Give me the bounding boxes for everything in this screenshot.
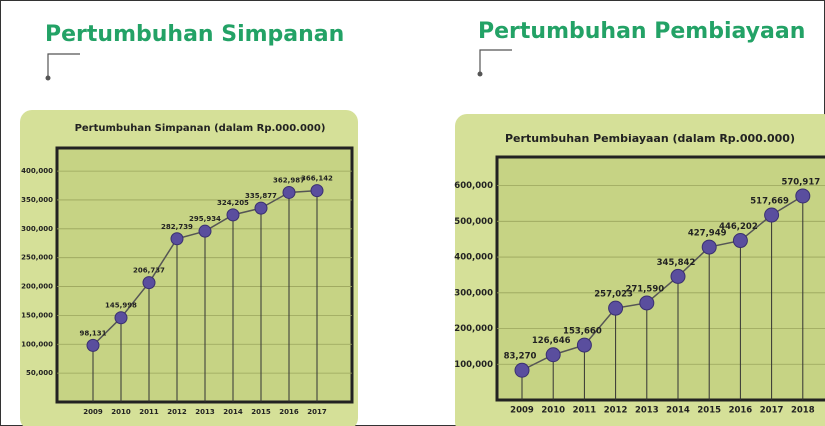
x-tick-label: 2010 (111, 408, 131, 416)
chart-title: Pertumbuhan Simpanan (dalam Rp.000.000) (75, 123, 326, 134)
point (577, 338, 591, 352)
value-label: 271,590 (625, 284, 664, 294)
x-tick-label: 2015 (697, 406, 721, 416)
point (115, 312, 127, 324)
point (765, 208, 779, 222)
y-tick-label: 200,000 (454, 324, 493, 334)
y-tick-label: 350,000 (21, 196, 53, 204)
plot-area (497, 157, 825, 400)
x-tick-label: 2017 (760, 406, 784, 416)
value-label: 98,131 (79, 329, 106, 337)
value-label: 366,142 (301, 175, 333, 183)
point (515, 363, 529, 377)
point (702, 240, 716, 254)
y-tick-label: 250,000 (21, 254, 53, 262)
section-heading: Pertumbuhan Pembiayaan (478, 19, 805, 44)
value-label: 295,934 (189, 215, 221, 223)
y-tick-label: 100,000 (21, 340, 53, 348)
point (87, 339, 99, 351)
y-tick-label: 300,000 (454, 288, 493, 298)
y-tick-label: 200,000 (21, 283, 53, 291)
x-tick-label: 2018 (791, 406, 815, 416)
point (255, 202, 267, 214)
x-tick-label: 2014 (223, 408, 243, 416)
x-tick-label: 2011 (573, 406, 597, 416)
point (311, 185, 323, 197)
x-tick-label: 2009 (510, 406, 534, 416)
point (671, 269, 685, 283)
value-label: 345,842 (657, 258, 696, 268)
x-tick-label: 2012 (604, 406, 628, 416)
y-tick-label: 100,000 (454, 360, 493, 370)
y-tick-label: 50,000 (26, 369, 53, 377)
page: Pertumbuhan Simpanan Pertumbuhan Pembiay… (0, 0, 825, 426)
value-label: 153,660 (563, 327, 602, 337)
decoration (478, 72, 483, 77)
screenshot: Pertumbuhan Simpanan Pertumbuhan Pembiay… (0, 0, 825, 426)
decoration (46, 76, 51, 81)
y-tick-label: 500,000 (454, 217, 493, 227)
x-tick-label: 2017 (307, 408, 327, 416)
point (227, 209, 239, 221)
x-tick-label: 2011 (139, 408, 159, 416)
y-tick-label: 150,000 (21, 311, 53, 319)
value-label: 282,739 (161, 223, 193, 231)
y-tick-label: 300,000 (21, 225, 53, 233)
point (609, 301, 623, 315)
x-tick-label: 2016 (729, 406, 753, 416)
value-label: 446,202 (719, 222, 758, 232)
value-label: 145,998 (105, 302, 137, 310)
point (143, 277, 155, 289)
point (199, 225, 211, 237)
x-tick-label: 2009 (83, 408, 103, 416)
value-label: 570,917 (781, 177, 820, 187)
value-label: 126,646 (532, 336, 571, 346)
y-tick-label: 400,000 (21, 167, 53, 175)
point (640, 296, 654, 310)
value-label: 206,737 (133, 267, 165, 275)
y-tick-label: 400,000 (454, 253, 493, 263)
x-tick-label: 2012 (167, 408, 187, 416)
chart-title: Pertumbuhan Pembiayaan (dalam Rp.000.000… (505, 132, 795, 145)
x-tick-label: 2016 (279, 408, 299, 416)
x-tick-label: 2010 (541, 406, 565, 416)
value-label: 83,270 (504, 352, 537, 362)
point (733, 234, 747, 248)
point (283, 186, 295, 198)
point (171, 233, 183, 245)
x-tick-label: 2015 (251, 408, 271, 416)
x-tick-label: 2014 (666, 406, 690, 416)
point (796, 189, 810, 203)
x-tick-label: 2013 (195, 408, 215, 416)
x-tick-label: 2013 (635, 406, 659, 416)
point (546, 348, 560, 362)
value-label: 335,877 (245, 192, 277, 200)
y-tick-label: 600,000 (454, 181, 493, 191)
value-label: 517,669 (750, 197, 789, 207)
section-heading: Pertumbuhan Simpanan (45, 22, 344, 47)
